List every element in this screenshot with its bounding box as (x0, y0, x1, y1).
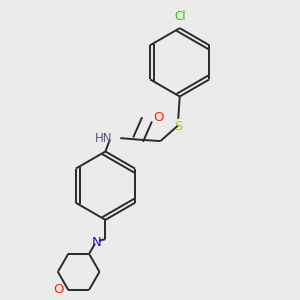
Text: N: N (92, 236, 101, 249)
Text: S: S (174, 120, 182, 133)
Text: Cl: Cl (174, 10, 185, 23)
Text: O: O (154, 111, 164, 124)
Text: HN: HN (95, 132, 113, 145)
Text: O: O (53, 284, 64, 296)
